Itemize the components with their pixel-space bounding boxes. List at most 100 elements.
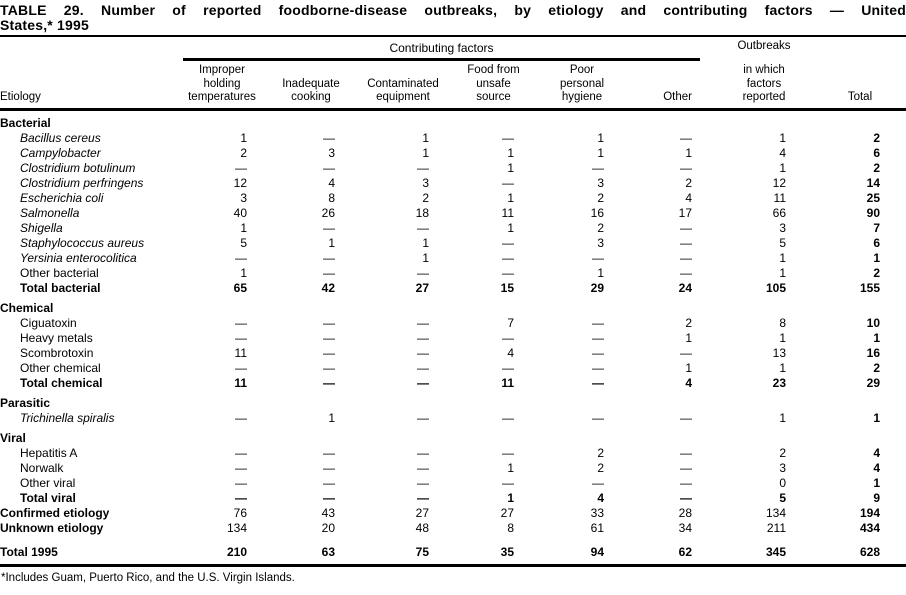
cell-value: 1 [873,330,880,345]
cell-value: 3 [328,145,335,160]
cell-value: — [502,475,514,490]
table-row: Unknown etiology 134 20 48 8 61 34 211 434 [0,521,906,536]
outbreaks-table: Contributing factors Outbreaks Etiology … [0,40,906,567]
cell-value: — [235,360,247,375]
cell-value: 1 [873,250,880,265]
cell-value: — [417,410,429,425]
cell-value: — [592,330,604,345]
cell-value: 1 [328,410,335,425]
cell-value: 16 [590,205,604,220]
header-empty-etiology [0,40,183,60]
etiology-label: Heavy metals [20,330,93,345]
cell-value: 105 [765,280,786,295]
cell-value: — [592,360,604,375]
etiology-label: Shigella [20,220,63,235]
etiology-label: Norwalk [20,460,64,475]
cell-value: 10 [866,315,880,330]
cell-value: 1 [779,330,786,345]
table-row: Staphylococcus aureus 5 1 1 — 3 — 5 6 [0,236,906,251]
cell-value: 1 [685,145,692,160]
cell-value: — [417,460,429,475]
cell-value: 7 [507,315,514,330]
table-header: Contributing factors Outbreaks Etiology … [0,40,906,111]
table-row: Escherichia coli 3 8 2 1 2 4 11 25 [0,191,906,206]
cell-value: 1 [240,130,247,145]
cell-value: — [502,235,514,250]
cell-value: 16 [866,345,880,360]
col-header-poor-personal-hygiene: Poor personal hygiene [542,59,634,111]
cell-value: — [592,375,604,390]
cell-value: 14 [866,175,880,190]
etiology-label: Salmonella [20,205,80,220]
cell-value: 1 [779,250,786,265]
cell-value: 8 [507,520,514,535]
title-rule [0,35,906,37]
cell-value: 2 [597,445,604,460]
cell-value: — [235,460,247,475]
cell-value: 2 [873,265,880,280]
cell-value: 1 [507,220,514,235]
cell-value: — [680,220,692,235]
cell-value: 28 [678,505,692,520]
section-label: Bacterial [0,115,51,130]
etiology-label: Staphylococcus aureus [20,235,145,250]
table-row: Clostridium perfringens 12 4 3 — 3 2 12 14 [0,176,906,191]
cell-value: — [417,360,429,375]
table-row: Trichinella spiralis — 1 — — — — 1 1 [0,411,906,426]
cell-value: 1 [507,160,514,175]
cell-value: 11 [234,345,247,360]
cell-value: 3 [597,175,604,190]
etiology-label: Ciguatoxin [20,315,77,330]
cell-value: 2 [873,360,880,375]
cell-value: 2 [597,460,604,475]
table-row: Salmonella 40 26 18 11 16 17 66 90 [0,206,906,221]
table-row: Total bacterial 65 42 27 15 29 24 105 155 [0,281,906,296]
cell-value: 8 [328,190,335,205]
etiology-label: Clostridium botulinum [20,160,136,175]
cell-value: — [323,360,335,375]
cell-value: — [680,460,692,475]
cell-value: 2 [422,190,429,205]
cell-value: 33 [590,505,604,520]
cell-value: 3 [597,235,604,250]
col-header-food-from-unsafe-source: Food from unsafe source [457,59,542,111]
cell-value: — [235,410,247,425]
cell-value: — [592,250,604,265]
cell-value: 1 [240,265,247,280]
table-row: Other chemical — — — — — 1 1 2 [0,361,906,376]
cell-value: 3 [779,220,786,235]
cell-value: — [502,330,514,345]
cell-value: — [323,160,335,175]
cell-value: 94 [590,544,604,559]
cell-value: 11 [234,375,247,390]
cell-value: 75 [415,544,429,559]
etiology-label: Escherichia coli [20,190,104,205]
cell-value: 1 [597,265,604,280]
cell-value: — [680,410,692,425]
cell-value: 61 [590,520,604,535]
cell-value: 6 [873,145,880,160]
etiology-label: Clostridium perfringens [20,175,144,190]
cell-value: — [323,345,335,360]
cell-value: 3 [240,190,247,205]
cell-value: — [680,475,692,490]
cell-value: 1 [507,490,514,505]
etiology-label: Total 1995 [0,544,58,559]
table-row: Yersinia enterocolitica — — 1 — — — 1 1 [0,251,906,266]
section-row: Viral [0,426,906,446]
etiology-column-header: Etiology [0,59,183,111]
etiology-label: Yersinia enterocolitica [20,250,137,265]
cell-value: 43 [321,505,335,520]
table-row: Hepatitis A — — — — 2 — 2 4 [0,446,906,461]
cell-value: 27 [500,505,514,520]
cell-value: 1 [685,360,692,375]
cell-value: — [680,235,692,250]
cell-value: 62 [678,544,692,559]
section-label: Parasitic [0,395,51,410]
cell-value: — [417,330,429,345]
table-row: Norwalk — — — 1 2 — 3 4 [0,461,906,476]
etiology-label: Scombrotoxin [20,345,94,360]
cell-value: 1 [779,265,786,280]
cell-value: 34 [678,520,692,535]
